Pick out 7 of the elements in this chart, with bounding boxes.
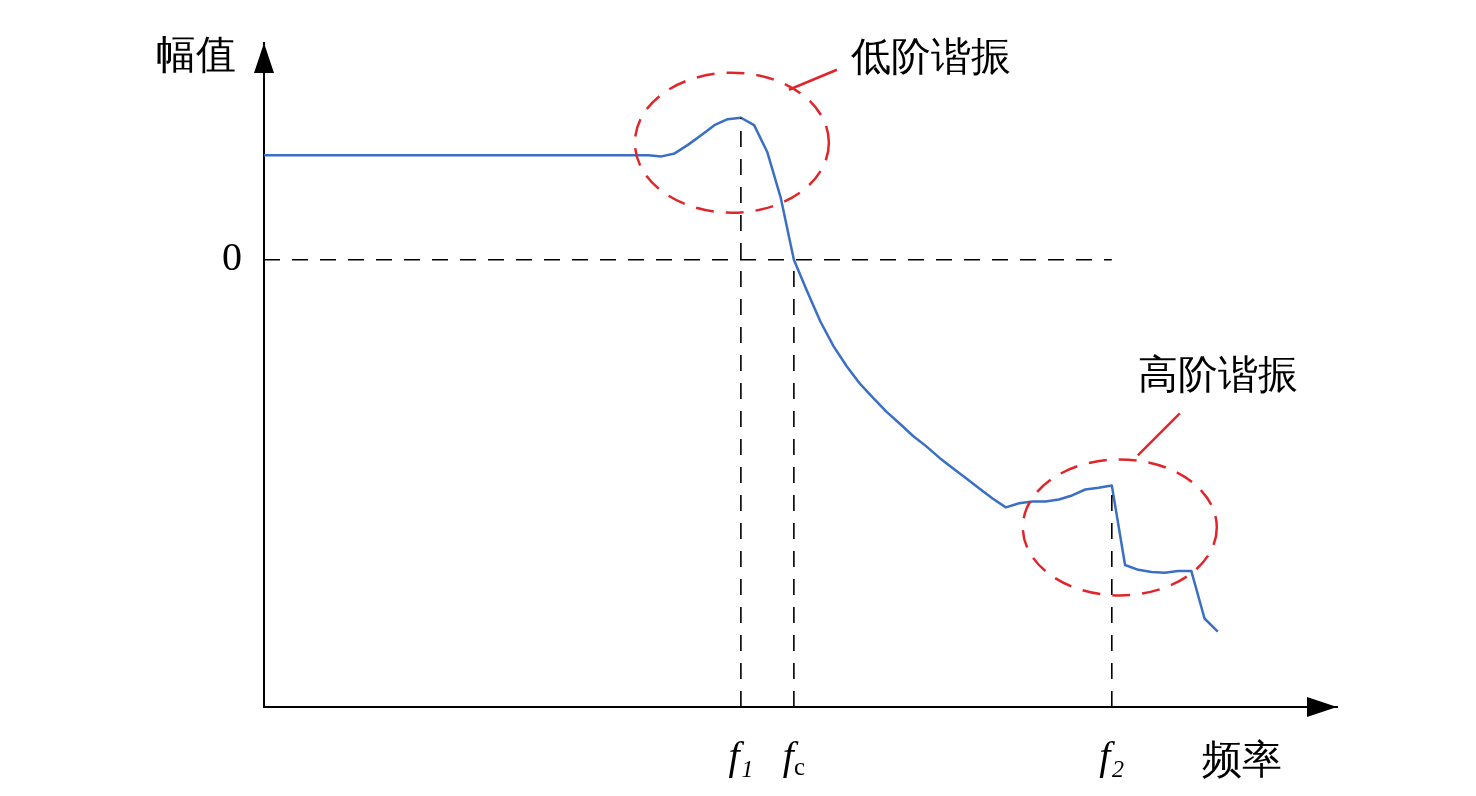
x-tick-label: f₁ — [728, 733, 754, 778]
ref-line-label: 0 — [222, 234, 242, 280]
x-axis-title: 频率 — [1202, 736, 1282, 782]
y-axis-title: 幅值 — [156, 31, 236, 77]
annotation: 高阶谐振 — [1137, 351, 1298, 397]
annotation: 低阶谐振 — [850, 34, 1011, 80]
x-tick-label: f₂ — [1099, 733, 1125, 778]
